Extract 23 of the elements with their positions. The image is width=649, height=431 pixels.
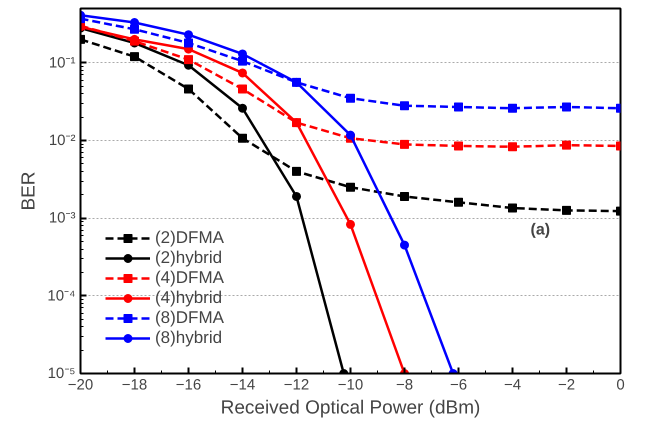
legend-label: (2)DFMA	[155, 228, 224, 248]
x-tick-label: −6	[450, 376, 468, 394]
x-tick-label: −10	[338, 376, 364, 394]
legend-label: (8)DFMA	[155, 308, 224, 328]
x-tick-label: −12	[284, 376, 310, 394]
y-tick-label: 10⁻²	[48, 132, 76, 149]
y-axis-title: BER	[18, 171, 40, 211]
x-tick-label: −8	[396, 376, 414, 394]
y-tick-label: 10⁻⁴	[47, 287, 76, 304]
x-axis-title: Received Optical Power (dBm)	[220, 398, 480, 418]
x-tick-label: −16	[176, 376, 202, 394]
x-tick-label: −14	[230, 376, 256, 394]
x-tick-label: 0	[616, 376, 625, 394]
y-tick-label: 10⁻¹	[48, 54, 76, 72]
y-tick-label: 10⁻³	[48, 210, 76, 227]
legend-label: (8)hybrid	[155, 328, 222, 348]
legend-label: (2)hybrid	[155, 248, 222, 268]
legend-label: (4)DFMA	[155, 268, 224, 288]
legend-label: (4)hybrid	[155, 288, 222, 308]
annotation: (a)	[530, 222, 550, 238]
x-tick-label: −18	[122, 376, 148, 394]
x-tick-label: −4	[504, 376, 522, 394]
x-tick-label: −2	[558, 376, 576, 394]
